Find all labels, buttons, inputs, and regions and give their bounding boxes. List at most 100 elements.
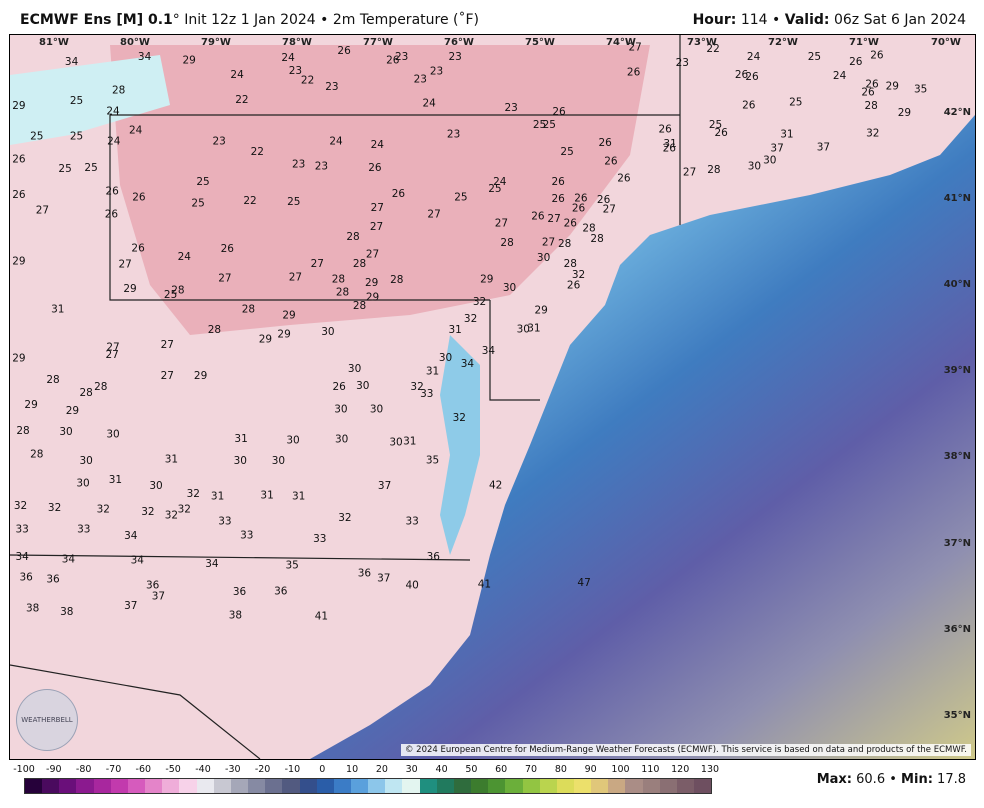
temperature-value: 26 [132, 192, 146, 204]
legend-tick-label: -10 [284, 764, 301, 775]
temperature-value: 29 [898, 107, 911, 119]
temperature-value: 26 [131, 242, 145, 254]
temperature-value: 26 [386, 54, 400, 66]
temperature-value: 27 [289, 272, 302, 284]
temperature-value: 31 [234, 433, 247, 445]
cold-core-region [110, 45, 650, 335]
temperature-value: 27 [547, 213, 560, 225]
temperature-value: 24 [178, 251, 192, 263]
legend-color-swatch [350, 779, 369, 793]
temperature-value: 26 [663, 142, 677, 154]
legend-tick-label: -100 [13, 764, 35, 775]
temperature-value: 25 [70, 95, 83, 107]
legend-color-swatch [299, 779, 317, 793]
temperature-value: 23 [289, 65, 302, 77]
temperature-value: 29 [365, 277, 378, 289]
legend-tick-label: 70 [524, 764, 538, 775]
temperature-value: 26 [221, 243, 235, 255]
temperature-value: 37 [378, 480, 391, 492]
temperature-value: 24 [423, 98, 437, 110]
temperature-value: 25 [70, 130, 83, 142]
temperature-value: 27 [366, 248, 379, 260]
legend-color-swatch [642, 779, 660, 793]
valid-time-info: Hour: 114 • Valid: 06z Sat 6 Jan 2024 [693, 12, 966, 28]
latitude-label: 42°N [943, 107, 971, 118]
temperature-value: 32 [410, 381, 423, 393]
temperature-value: 28 [582, 223, 595, 235]
temperature-value: 24 [129, 124, 143, 136]
temperature-value: 27 [106, 349, 119, 361]
temperature-value: 36 [233, 586, 247, 598]
temperature-value: 38 [26, 603, 39, 615]
temperature-map[interactable]: 34 34 29 24 24 23 22 23 23 26 26 23 23 23 27 22 24 25 26 26… [9, 34, 976, 760]
temperature-value: 37 [770, 142, 783, 154]
temperature-value: 32 [187, 488, 200, 500]
temperature-value: 26 [617, 173, 631, 185]
temperature-value: 28 [80, 387, 93, 399]
temperature-value: 23 [449, 51, 462, 63]
temperature-value: 30 [321, 326, 334, 338]
temperature-value: 30 [149, 480, 162, 492]
temperature-value: 24 [833, 70, 847, 82]
legend-tick-label: 80 [554, 764, 567, 775]
temperature-value: 28 [707, 164, 720, 176]
longitude-label: 80°W [120, 37, 150, 48]
temperature-value: 28 [353, 300, 366, 312]
temperature-value: 27 [161, 339, 174, 351]
separator-bullet-3: • [889, 772, 897, 787]
temperature-value: 26 [572, 203, 586, 215]
title-bar: ECMWF Ens [M] 0.1° Init 12z 1 Jan 2024 •… [20, 12, 479, 28]
temperature-value: 28 [865, 100, 878, 112]
legend-tick-label: -90 [46, 764, 62, 775]
degree-symbol: ° [172, 12, 180, 28]
temperature-value: 31 [527, 323, 540, 335]
legend-color-swatch [539, 779, 557, 793]
temperature-value: 29 [123, 283, 136, 295]
legend-color-swatch [385, 779, 403, 793]
legend-color-swatch [93, 779, 111, 793]
legend-color-swatch [282, 779, 300, 793]
legend-color-swatch [25, 779, 43, 793]
temperature-value: 26 [599, 137, 613, 149]
legend-tick-label: 110 [641, 764, 660, 775]
legend-tick-label: 90 [584, 764, 597, 775]
legend-tick-label: 10 [346, 764, 359, 775]
temperature-value: 30 [80, 455, 93, 467]
legend-color-swatch [59, 779, 77, 793]
legend-color-swatch [42, 779, 60, 793]
temperature-value: 26 [861, 86, 875, 98]
temperature-value: 38 [60, 606, 73, 618]
state-borders [10, 35, 681, 759]
temperature-value: 30 [348, 363, 361, 375]
temperature-value: 25 [84, 162, 97, 174]
ecmwf-credit: © 2024 European Centre for Medium-Range … [400, 744, 971, 756]
temperature-value: 28 [346, 231, 359, 243]
temperature-value: 30 [356, 380, 369, 392]
temperature-value: 32 [141, 506, 154, 518]
legend-color-swatch [127, 779, 146, 793]
temperature-value: 31 [165, 454, 178, 466]
legend-tick-label: -30 [225, 764, 241, 775]
temperature-value: 26 [368, 162, 382, 174]
temperature-value: 26 [337, 45, 351, 57]
latitude-label: 37°N [943, 538, 971, 549]
temperature-value: 23 [213, 136, 226, 148]
temperature-value: 26 [849, 56, 863, 68]
temperature-value: 27 [371, 202, 384, 214]
temperature-value: 30 [286, 435, 299, 447]
lake-ontario [10, 55, 170, 145]
temperature-value: 36 [427, 551, 441, 563]
temperature-value: 25 [789, 97, 802, 109]
legend-tick-label: -50 [165, 764, 181, 775]
temperature-value: 28 [112, 85, 125, 97]
longitude-label: 77°W [363, 37, 393, 48]
temperature-value: 30 [106, 429, 119, 441]
temperature-value: 26 [552, 106, 566, 118]
legend-color-swatch [608, 779, 626, 793]
longitude-label: 73°W [687, 37, 717, 48]
temperature-value: 36 [46, 573, 60, 585]
latitude-label: 38°N [943, 451, 971, 462]
temperature-value: 23 [325, 81, 338, 93]
temperature-value: 26 [12, 154, 26, 166]
legend-color-swatch [213, 779, 231, 793]
